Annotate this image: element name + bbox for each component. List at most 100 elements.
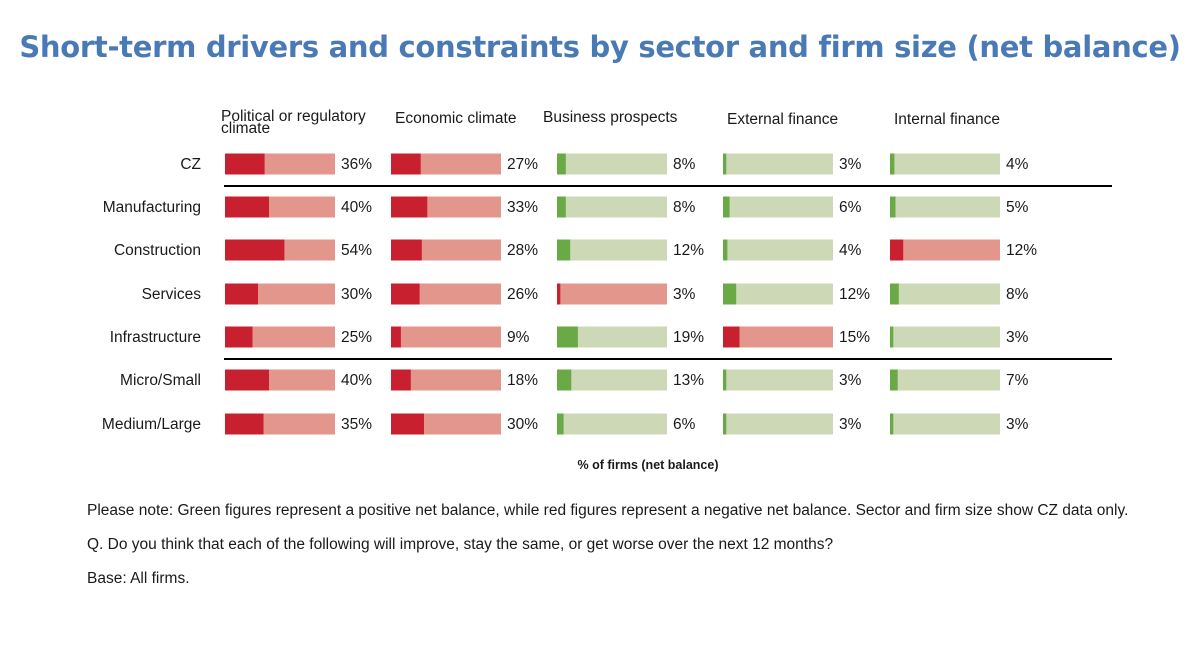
category-label-cz: CZ <box>180 156 201 173</box>
bar-track <box>391 326 501 348</box>
bar-internal-finance-manufacturing <box>890 196 896 218</box>
bar-track <box>723 369 833 391</box>
bar-track <box>391 369 501 391</box>
data-label: 19% <box>673 329 704 346</box>
bar-track <box>557 196 667 218</box>
bar-economic-climate-infrastructure <box>391 326 401 348</box>
x-axis-label: % of firms (net balance) <box>578 458 719 472</box>
data-label: 54% <box>341 242 372 259</box>
bar-political-or-regulatory-climate-medium-large <box>225 413 264 435</box>
series-header-internal-finance: Internal finance <box>894 111 1000 128</box>
data-label: 12% <box>673 242 704 259</box>
bar-external-finance-infrastructure <box>723 326 740 348</box>
category-label-micro-small: Micro/Small <box>120 372 201 389</box>
bar-external-finance-micro-small <box>723 369 727 391</box>
data-label: 8% <box>673 156 696 173</box>
bar-external-finance-services <box>723 283 737 305</box>
bar-economic-climate-construction <box>391 239 422 261</box>
bar-internal-finance-construction <box>890 239 904 261</box>
bar-track <box>890 239 1000 261</box>
bar-track <box>890 283 1000 305</box>
data-label: 36% <box>341 156 372 173</box>
category-label-manufacturing: Manufacturing <box>103 199 201 216</box>
data-label: 6% <box>673 416 696 433</box>
bar-external-finance-construction <box>723 239 728 261</box>
data-label: 33% <box>507 199 538 216</box>
data-label: 15% <box>839 329 870 346</box>
bar-external-finance-medium-large <box>723 413 727 435</box>
bar-internal-finance-medium-large <box>890 413 894 435</box>
series-header-political-or-regulatory-climate: Political or regulatory <box>221 108 366 125</box>
bar-economic-climate-manufacturing <box>391 196 428 218</box>
bar-track <box>723 239 833 261</box>
data-label: 5% <box>1006 199 1029 216</box>
data-label: 4% <box>1006 156 1029 173</box>
series-header-political-or-regulatory-climate-line2: climate <box>221 120 270 137</box>
bar-track <box>723 326 833 348</box>
data-label: 9% <box>507 329 530 346</box>
data-label: 6% <box>839 199 862 216</box>
bar-external-finance-cz <box>723 153 727 175</box>
bar-track <box>890 326 1000 348</box>
bar-business-prospects-cz <box>557 153 566 175</box>
bar-track <box>557 326 667 348</box>
bar-business-prospects-medium-large <box>557 413 564 435</box>
bar-business-prospects-services <box>557 283 561 305</box>
bar-track <box>723 283 833 305</box>
data-label: 8% <box>1006 286 1029 303</box>
chart-title: Short-term drivers and constraints by se… <box>19 30 1181 64</box>
bar-track <box>557 283 667 305</box>
bar-business-prospects-construction <box>557 239 571 261</box>
bar-business-prospects-manufacturing <box>557 196 566 218</box>
data-label: 28% <box>507 242 538 259</box>
bar-track <box>890 369 1000 391</box>
data-label: 7% <box>1006 372 1029 389</box>
bar-political-or-regulatory-climate-services <box>225 283 258 305</box>
bar-political-or-regulatory-climate-infrastructure <box>225 326 253 348</box>
bar-track <box>557 369 667 391</box>
bar-economic-climate-micro-small <box>391 369 411 391</box>
data-label: 18% <box>507 372 538 389</box>
bar-track <box>723 413 833 435</box>
bar-track <box>890 413 1000 435</box>
bar-political-or-regulatory-climate-cz <box>225 153 265 175</box>
data-label: 40% <box>341 372 372 389</box>
category-label-construction: Construction <box>114 242 201 259</box>
bar-track <box>557 239 667 261</box>
data-label: 3% <box>1006 416 1029 433</box>
data-label: 12% <box>839 286 870 303</box>
bar-political-or-regulatory-climate-manufacturing <box>225 196 269 218</box>
data-label: 26% <box>507 286 538 303</box>
data-label: 12% <box>1006 242 1037 259</box>
data-label: 3% <box>1006 329 1029 346</box>
note-text: Please note: Green figures represent a p… <box>87 502 1129 519</box>
data-label: 4% <box>839 242 862 259</box>
data-label: 3% <box>839 416 862 433</box>
chart: CZ Manufacturing Construction Services Infra… <box>102 108 1112 472</box>
data-label: 27% <box>507 156 538 173</box>
bar-internal-finance-infrastructure <box>890 326 894 348</box>
bar-track <box>723 196 833 218</box>
data-label: 3% <box>673 286 696 303</box>
data-label: 30% <box>341 286 372 303</box>
bar-track <box>557 153 667 175</box>
bar-economic-climate-services <box>391 283 420 305</box>
data-label: 13% <box>673 372 704 389</box>
category-label-infrastructure: Infrastructure <box>110 329 201 346</box>
data-label: 3% <box>839 156 862 173</box>
data-label: 40% <box>341 199 372 216</box>
bar-track <box>557 413 667 435</box>
series-header-economic-climate: Economic climate <box>395 110 516 127</box>
bar-internal-finance-services <box>890 283 899 305</box>
series-header-business-prospects: Business prospects <box>543 109 678 126</box>
base-text: Base: All firms. <box>87 570 190 587</box>
bar-internal-finance-cz <box>890 153 895 175</box>
bar-track <box>723 153 833 175</box>
bar-economic-climate-medium-large <box>391 413 424 435</box>
data-label: 30% <box>507 416 538 433</box>
bar-business-prospects-micro-small <box>557 369 572 391</box>
notes: Please note: Green figures represent a p… <box>87 500 1147 602</box>
bar-internal-finance-micro-small <box>890 369 898 391</box>
category-label-services: Services <box>142 286 202 303</box>
data-label: 35% <box>341 416 372 433</box>
